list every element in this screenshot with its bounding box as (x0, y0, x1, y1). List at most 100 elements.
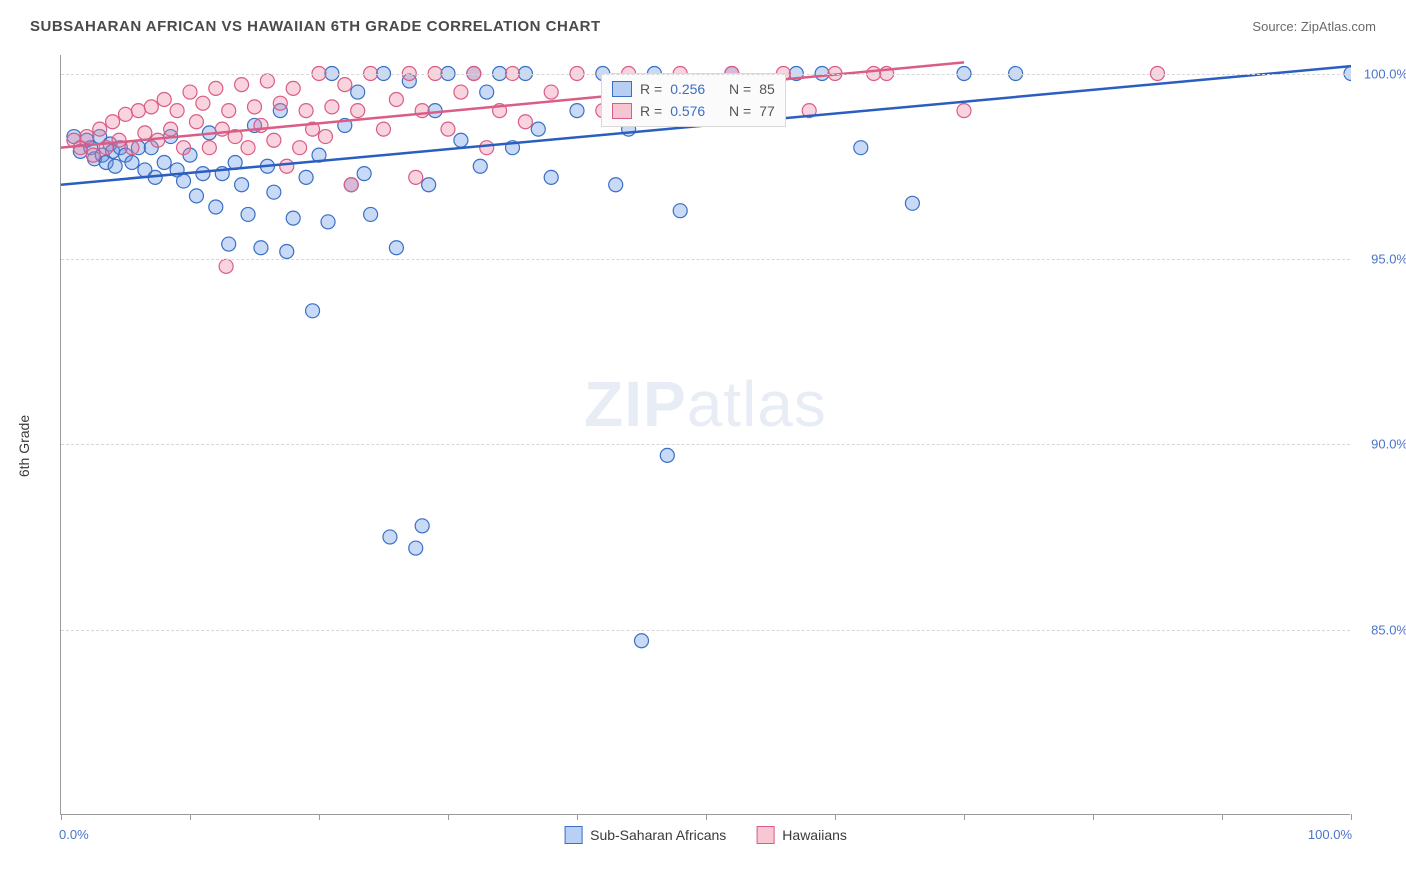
data-point (299, 170, 313, 184)
data-point (409, 541, 423, 555)
data-point (673, 204, 687, 218)
data-point (344, 178, 358, 192)
data-point (544, 85, 558, 99)
data-point (209, 81, 223, 95)
n-value: 77 (759, 100, 775, 122)
data-point (164, 122, 178, 136)
data-point (325, 100, 339, 114)
data-point (428, 104, 442, 118)
data-point (196, 96, 210, 110)
bottom-legend-item: Sub-Saharan Africans (564, 826, 726, 844)
data-point (454, 85, 468, 99)
x-tick (1093, 814, 1094, 820)
data-point (241, 207, 255, 221)
data-point (306, 304, 320, 318)
data-point (635, 634, 649, 648)
y-tick-label: 90.0% (1356, 437, 1406, 452)
data-point (377, 122, 391, 136)
data-point (119, 107, 133, 121)
data-point (660, 448, 674, 462)
data-point (454, 133, 468, 147)
x-tick (61, 814, 62, 820)
data-point (222, 237, 236, 251)
data-point (125, 156, 139, 170)
x-tick (1351, 814, 1352, 820)
data-point (415, 104, 429, 118)
plot-area: ZIPatlas R =0.256 N =85R =0.576 N =77 0.… (60, 55, 1350, 815)
data-point (351, 85, 365, 99)
data-point (422, 178, 436, 192)
data-point (235, 78, 249, 92)
legend-label: Hawaiians (782, 827, 847, 843)
legend-swatch (756, 826, 774, 844)
r-value: 0.256 (670, 78, 705, 100)
legend-swatch (612, 81, 632, 97)
data-point (151, 133, 165, 147)
x-axis-max-label: 100.0% (1308, 827, 1352, 842)
data-point (125, 141, 139, 155)
data-point (108, 159, 122, 173)
data-point (286, 81, 300, 95)
data-point (905, 196, 919, 210)
data-point (299, 104, 313, 118)
data-point (177, 174, 191, 188)
data-point (280, 244, 294, 258)
data-point (318, 130, 332, 144)
gridline (61, 74, 1350, 75)
data-point (202, 141, 216, 155)
stats-legend: R =0.256 N =85R =0.576 N =77 (601, 73, 786, 127)
data-point (441, 122, 455, 136)
data-point (357, 167, 371, 181)
legend-swatch (564, 826, 582, 844)
x-tick (190, 814, 191, 820)
r-value: 0.576 (670, 100, 705, 122)
data-point (196, 167, 210, 181)
data-point (473, 159, 487, 173)
data-point (170, 104, 184, 118)
chart-title: SUBSAHARAN AFRICAN VS HAWAIIAN 6TH GRADE… (30, 18, 601, 35)
n-label: N = (729, 100, 751, 122)
data-point (280, 159, 294, 173)
data-point (383, 530, 397, 544)
data-point (338, 78, 352, 92)
chart-svg (61, 55, 1351, 815)
y-tick-label: 85.0% (1356, 622, 1406, 637)
x-tick (1222, 814, 1223, 820)
x-tick (964, 814, 965, 820)
data-point (157, 92, 171, 106)
n-label: N = (729, 78, 751, 100)
data-point (480, 85, 494, 99)
data-point (235, 178, 249, 192)
data-point (267, 185, 281, 199)
x-tick (448, 814, 449, 820)
data-point (183, 85, 197, 99)
data-point (854, 141, 868, 155)
data-point (209, 200, 223, 214)
data-point (93, 122, 107, 136)
data-point (570, 104, 584, 118)
data-point (351, 104, 365, 118)
legend-label: Sub-Saharan Africans (590, 827, 726, 843)
data-point (219, 259, 233, 273)
data-point (544, 170, 558, 184)
data-point (415, 519, 429, 533)
bottom-legend-item: Hawaiians (756, 826, 847, 844)
gridline (61, 259, 1350, 260)
data-point (480, 141, 494, 155)
data-point (293, 141, 307, 155)
data-point (222, 104, 236, 118)
data-point (157, 156, 171, 170)
x-tick (319, 814, 320, 820)
data-point (138, 126, 152, 140)
data-point (957, 104, 971, 118)
data-point (112, 133, 126, 147)
data-point (286, 211, 300, 225)
gridline (61, 630, 1350, 631)
n-value: 85 (759, 78, 775, 100)
data-point (389, 241, 403, 255)
x-tick (835, 814, 836, 820)
x-tick (706, 814, 707, 820)
bottom-legend: Sub-Saharan Africans Hawaiians (564, 826, 847, 844)
data-point (248, 100, 262, 114)
y-tick-label: 100.0% (1356, 66, 1406, 81)
